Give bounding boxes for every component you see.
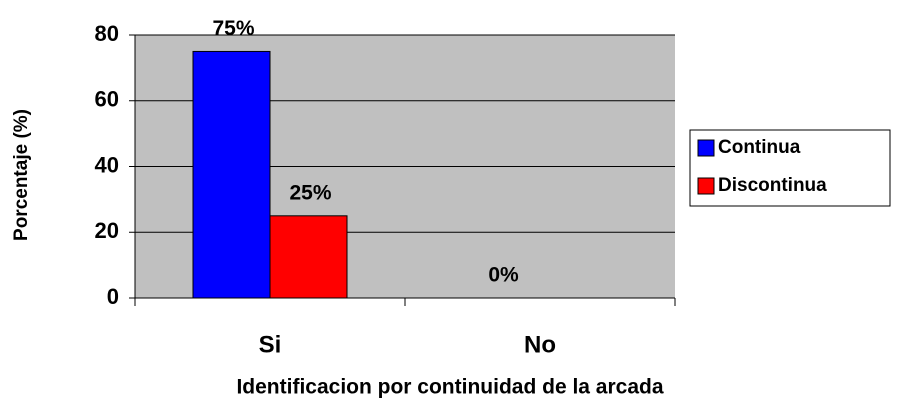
legend-swatch bbox=[697, 139, 715, 157]
x-tick-label: Si bbox=[259, 331, 282, 358]
bar bbox=[192, 50, 271, 299]
data-label: 0% bbox=[488, 264, 519, 287]
data-label: 75% bbox=[212, 17, 254, 40]
y-tick-label: 20 bbox=[95, 218, 119, 243]
bar bbox=[269, 215, 348, 299]
legend-box bbox=[689, 129, 891, 207]
x-tick-label: No bbox=[524, 331, 556, 358]
x-axis-label: Identificacion por continuidad de la arc… bbox=[236, 376, 663, 399]
y-tick-label: 40 bbox=[95, 152, 119, 177]
legend-label: Discontinua bbox=[718, 175, 827, 196]
legend-label: Continua bbox=[718, 137, 801, 158]
y-axis-label: Porcentaje (%) bbox=[11, 109, 32, 241]
y-tick-label: 80 bbox=[95, 21, 119, 46]
y-tick-label: 0 bbox=[107, 284, 119, 309]
data-label: 25% bbox=[289, 181, 331, 204]
y-tick-label: 60 bbox=[95, 87, 119, 112]
legend-swatch bbox=[697, 177, 715, 195]
